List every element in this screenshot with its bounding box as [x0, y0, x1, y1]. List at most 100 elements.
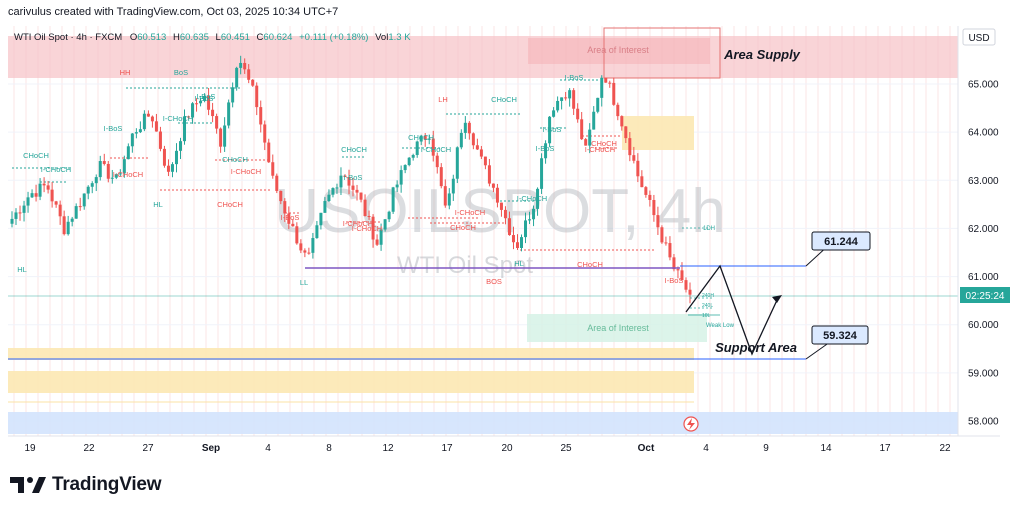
candle-body	[102, 161, 106, 164]
structure-label: I-CHoCH	[113, 170, 143, 179]
candle-body	[78, 206, 82, 208]
price-tick-label: 58.000	[968, 417, 999, 428]
candle-body	[455, 147, 459, 179]
candle-body	[347, 177, 351, 186]
candle-body	[463, 122, 467, 133]
candle-body	[54, 201, 58, 205]
candle-body	[628, 138, 632, 156]
watermark: USOILSPOT, 4h WTI Oil Spot	[274, 177, 725, 279]
price-axis[interactable]: USD 02:25:24	[957, 26, 1010, 436]
candle-body	[564, 97, 568, 99]
240h-label: 240H	[702, 293, 714, 299]
price-tick-labels: 58.000 59.000 60.000 61.000 62.000 63.000 64.0…	[968, 80, 999, 428]
candle-body	[227, 102, 231, 126]
candle-body	[640, 176, 644, 188]
candle-body	[540, 158, 544, 189]
structure-label: I-BoS	[665, 276, 684, 285]
candle-body	[451, 178, 455, 194]
candle-body	[387, 211, 391, 220]
time-tick-labels[interactable]: 19 22 27 Sep 4 8 12 17 20 25 Oct 4 9 14 17 22	[24, 443, 951, 454]
lightning-icon[interactable]	[683, 416, 699, 432]
structure-label: HL	[17, 265, 27, 274]
candle-body	[359, 192, 363, 200]
structure-label: CHoCH	[591, 139, 617, 148]
candle-body	[331, 188, 335, 195]
candle-body	[66, 221, 70, 235]
candle-body	[435, 155, 439, 168]
structure-label: I-CHoCH	[163, 114, 193, 123]
candle-body	[600, 77, 604, 98]
price-tick-label: 65.000	[968, 80, 999, 91]
blue-zone	[8, 412, 958, 434]
candle-body	[251, 79, 255, 86]
candle-body	[239, 62, 243, 68]
currency-button[interactable]	[962, 28, 996, 46]
tradingview-logo-icon	[10, 477, 46, 493]
candle-body	[162, 148, 166, 166]
time-tick-label: 8	[326, 443, 332, 454]
structure-label: I-CHoCH	[231, 167, 261, 176]
candle-body	[287, 213, 291, 224]
candles-layer	[10, 55, 692, 304]
candle-body	[467, 122, 471, 134]
candle-body	[118, 173, 122, 175]
candle-body	[684, 280, 688, 290]
candle-body	[399, 170, 403, 185]
candle-body	[126, 146, 130, 160]
candle-body	[307, 252, 311, 254]
candle-body	[624, 126, 628, 139]
countdown-label: 02:25:24	[966, 291, 1005, 302]
structure-label: I-CHoCH	[421, 145, 451, 154]
candle-body	[319, 212, 323, 226]
candle-body	[22, 205, 26, 213]
candle-body	[415, 141, 419, 155]
price-tick-label: 59.000	[968, 368, 999, 379]
structure-label: CHoCH	[577, 260, 603, 269]
candle-body	[499, 202, 503, 210]
zones-layer	[8, 27, 958, 434]
legend-low-label: L	[216, 32, 221, 43]
candle-body	[395, 184, 399, 188]
candle-body	[403, 165, 407, 171]
candle-body	[620, 116, 624, 127]
candle-body	[255, 85, 259, 108]
candle-body	[74, 206, 78, 219]
candle-body	[656, 215, 660, 228]
candle-body	[259, 107, 263, 125]
candle-body	[375, 239, 379, 245]
time-tick-label: 9	[763, 443, 769, 454]
candle-body	[680, 270, 684, 281]
structure-label: I-BoS	[197, 92, 216, 101]
candle-body	[604, 77, 608, 83]
supply-aoi-band	[528, 38, 710, 64]
candle-body	[271, 162, 275, 176]
legend-close: 60.624	[263, 32, 292, 43]
callout-bottom[interactable]: 59.324	[811, 325, 869, 345]
candle-body	[14, 212, 18, 219]
candle-body	[58, 204, 62, 217]
legend-open: 60.513	[137, 32, 166, 43]
candle-body	[475, 145, 479, 150]
candle-body	[343, 175, 347, 178]
callout-top[interactable]: 61.244	[811, 231, 871, 251]
structure-label: CHoCH	[408, 133, 434, 142]
candle-body	[471, 133, 475, 146]
tradingview-logo[interactable]: TradingView	[10, 474, 162, 496]
candle-body	[138, 129, 142, 133]
candle-body	[327, 194, 331, 202]
candle-body	[556, 100, 560, 111]
candle-body	[407, 157, 411, 166]
price-tick-label: 64.000	[968, 128, 999, 139]
candle-body	[363, 199, 367, 217]
candle-body	[50, 189, 54, 202]
legend-vol-label: Vol	[375, 32, 388, 43]
legend-bar[interactable]: WTI Oil Spot · 4h · FXCM O60.513 H60.635…	[14, 32, 411, 43]
candle-body	[275, 175, 279, 191]
candle-body	[303, 250, 307, 253]
aoi-top-label: Area of Interest	[587, 45, 649, 55]
candle-body	[688, 289, 692, 295]
candle-body	[130, 133, 134, 147]
candle-body	[608, 82, 612, 84]
structure-label: BOS	[486, 277, 502, 286]
